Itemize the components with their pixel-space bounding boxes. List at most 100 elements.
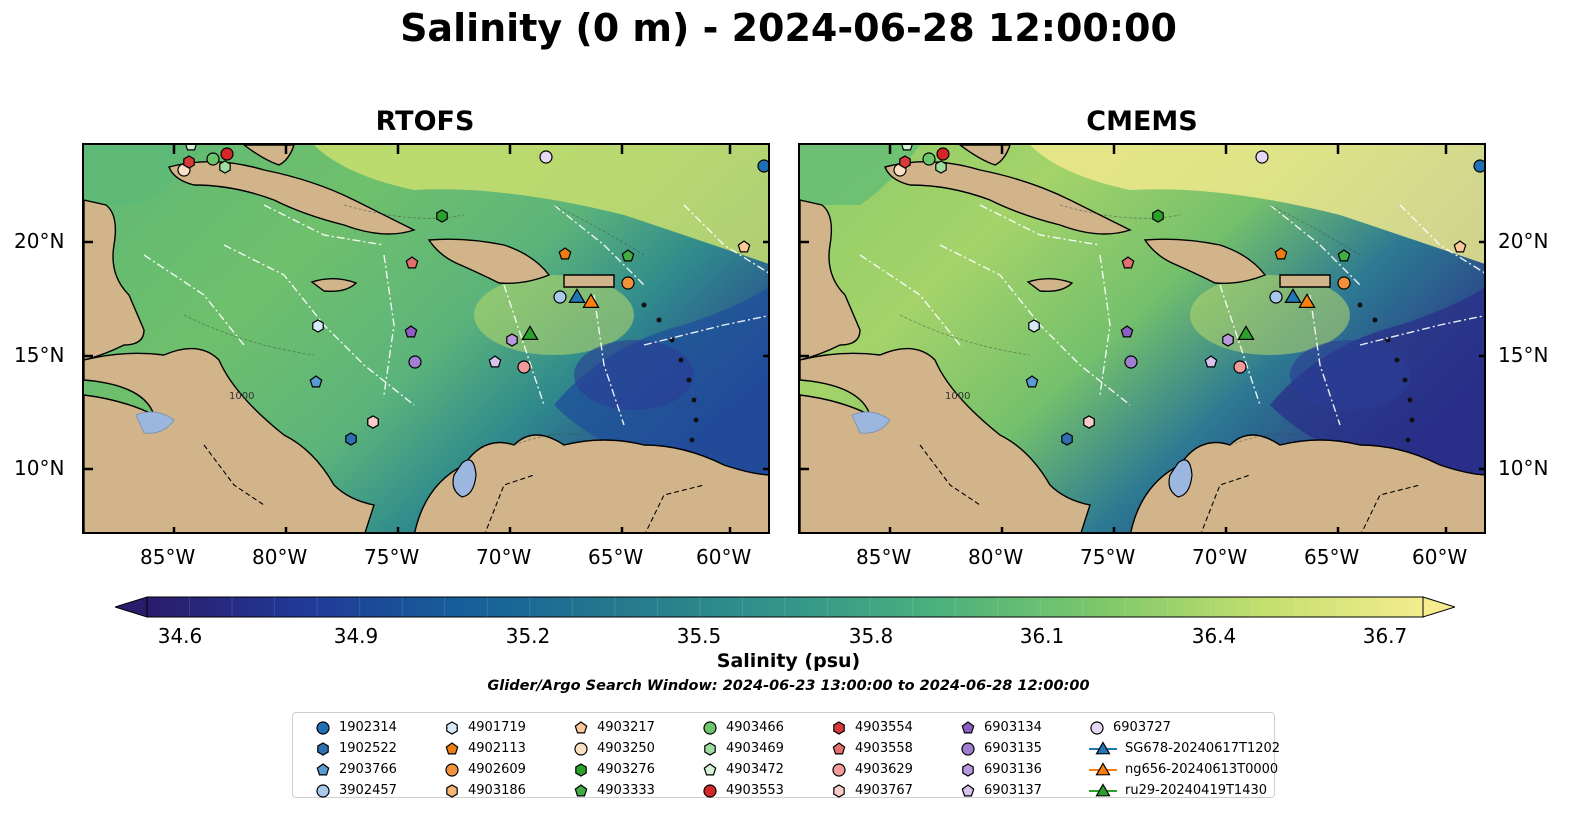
legend-entry: 6903727	[1089, 717, 1280, 738]
figure-title: Salinity (0 m) - 2024-06-28 12:00:00	[400, 6, 1177, 50]
legend-marker	[1095, 782, 1111, 796]
float-marker-4903466	[922, 152, 936, 166]
eez-boundary	[143, 254, 245, 346]
float-marker-3902457	[1269, 290, 1283, 304]
legend-marker-icon	[316, 720, 330, 735]
legend-label: 4903553	[726, 783, 784, 798]
legend-entry: 4903554	[831, 717, 913, 738]
legend-label: 1902314	[339, 720, 397, 735]
colorbar-tick-label: 36.7	[1362, 624, 1408, 648]
float-marker-4903472	[185, 145, 197, 151]
lake-maracaibo	[1168, 459, 1193, 498]
bathymetry-contour	[1059, 204, 1181, 219]
legend-entry: 6903135	[960, 738, 1042, 759]
lon-tick-label: 75°W	[364, 545, 420, 569]
legend-label: 4903466	[726, 720, 784, 735]
legend-label: 6903135	[984, 741, 1042, 756]
panel-title-rtofs: RTOFS	[375, 106, 475, 137]
legend-column: 4901719 4902113 4902609 4903186	[444, 717, 526, 801]
bathymetry-contour	[1229, 433, 1301, 446]
legend-marker	[446, 783, 458, 798]
lon-tick-label: 70°W	[1192, 545, 1248, 569]
lesser-antilles-island	[1357, 302, 1363, 308]
bathymetry-contour	[553, 204, 645, 256]
bathymetry-contour	[343, 204, 465, 219]
legend-entry: 4903276	[573, 759, 655, 780]
legend-column: 4903554 4903558 4903629 4903767	[831, 717, 913, 801]
legend-marker-icon	[445, 762, 459, 777]
legend-marker-icon	[446, 783, 458, 798]
colorbar-label: Salinity (psu)	[716, 650, 861, 672]
float-marker-6903134	[1120, 325, 1134, 338]
legend-entry: 4903767	[831, 780, 913, 801]
float-marker-4903472	[901, 145, 913, 151]
country-border	[1361, 484, 1421, 532]
legend-marker	[1095, 761, 1111, 775]
legend-label: 6903134	[984, 720, 1042, 735]
glider-marker-SG678-20240617T1202	[568, 288, 586, 303]
float-marker-4903629	[517, 360, 531, 374]
legend-label: 4903333	[597, 783, 655, 798]
colorbar-tick-label: 36.4	[1191, 624, 1237, 648]
eez-boundary	[1219, 284, 1261, 406]
colorbar-extend-low	[115, 596, 148, 618]
eez-boundary	[683, 204, 768, 274]
legend-marker-icon	[961, 783, 975, 796]
legend-label: 4903276	[597, 762, 655, 777]
lesser-antilles-island	[1407, 397, 1413, 403]
puerto-rico-land	[563, 274, 615, 288]
lake-nicaragua	[851, 411, 891, 434]
bathymetry-contour	[513, 433, 585, 446]
legend-label: 4903472	[726, 762, 784, 777]
legend-label: 4903558	[855, 741, 913, 756]
float-marker-6903137	[488, 355, 502, 368]
country-border	[645, 484, 705, 532]
float-marker-4903554	[183, 155, 195, 169]
legend-marker	[574, 741, 588, 756]
legend-marker	[575, 762, 587, 777]
lesser-antilles-island	[656, 317, 662, 323]
jamaica-land	[1026, 278, 1074, 293]
legend-entry: ru29-20240419T1430	[1089, 780, 1280, 801]
lat-tick-label: 15°N	[14, 343, 65, 367]
yucatan-land	[84, 199, 145, 361]
lon-tick-label: 85°W	[856, 545, 912, 569]
legend-marker-icon	[1090, 720, 1104, 735]
float-marker-2903766	[1025, 375, 1039, 388]
lesser-antilles-island	[678, 357, 684, 363]
float-marker-4903469	[219, 160, 231, 174]
float-marker-1902314	[1473, 159, 1484, 173]
legend-marker-icon	[574, 741, 588, 756]
legend-marker	[574, 783, 588, 796]
colorbar-tick-label: 35.8	[848, 624, 894, 648]
legend-label: 4903250	[597, 741, 655, 756]
legend-marker	[316, 720, 330, 735]
legend-marker-icon	[1089, 740, 1117, 754]
eez-boundary	[383, 254, 395, 396]
float-marker-4903217	[737, 240, 751, 253]
float-marker-4903767	[367, 415, 379, 429]
cmems-salinity-map: 1000	[798, 143, 1486, 534]
legend-marker-icon	[961, 741, 975, 756]
lon-tick-label: 80°W	[252, 545, 308, 569]
lat-tick-label: 10°N	[1498, 456, 1549, 480]
legend-entry: 6903137	[960, 780, 1042, 801]
eez-boundary	[939, 244, 1131, 406]
float-marker-4901719	[312, 319, 324, 333]
legend-entry: 1902522	[315, 738, 397, 759]
legend-label: 4903217	[597, 720, 655, 735]
legend-marker	[961, 720, 975, 733]
legend-entry: 4902609	[444, 759, 526, 780]
lon-tick-label: 60°W	[1412, 545, 1468, 569]
float-marker-4903333	[621, 249, 635, 262]
lon-tick-label: 60°W	[696, 545, 752, 569]
colorbar-tick-label: 34.6	[157, 624, 203, 648]
legend-marker-icon	[833, 783, 845, 798]
eez-boundary	[859, 254, 961, 346]
legend-marker	[832, 762, 846, 777]
lon-tick-label: 65°W	[1304, 545, 1360, 569]
legend-column: 4903217 4903250 4903276 4903333	[573, 717, 655, 801]
cuba-land	[884, 161, 1132, 235]
lon-tick-label: 80°W	[968, 545, 1024, 569]
float-marker-4902609	[1337, 276, 1351, 290]
